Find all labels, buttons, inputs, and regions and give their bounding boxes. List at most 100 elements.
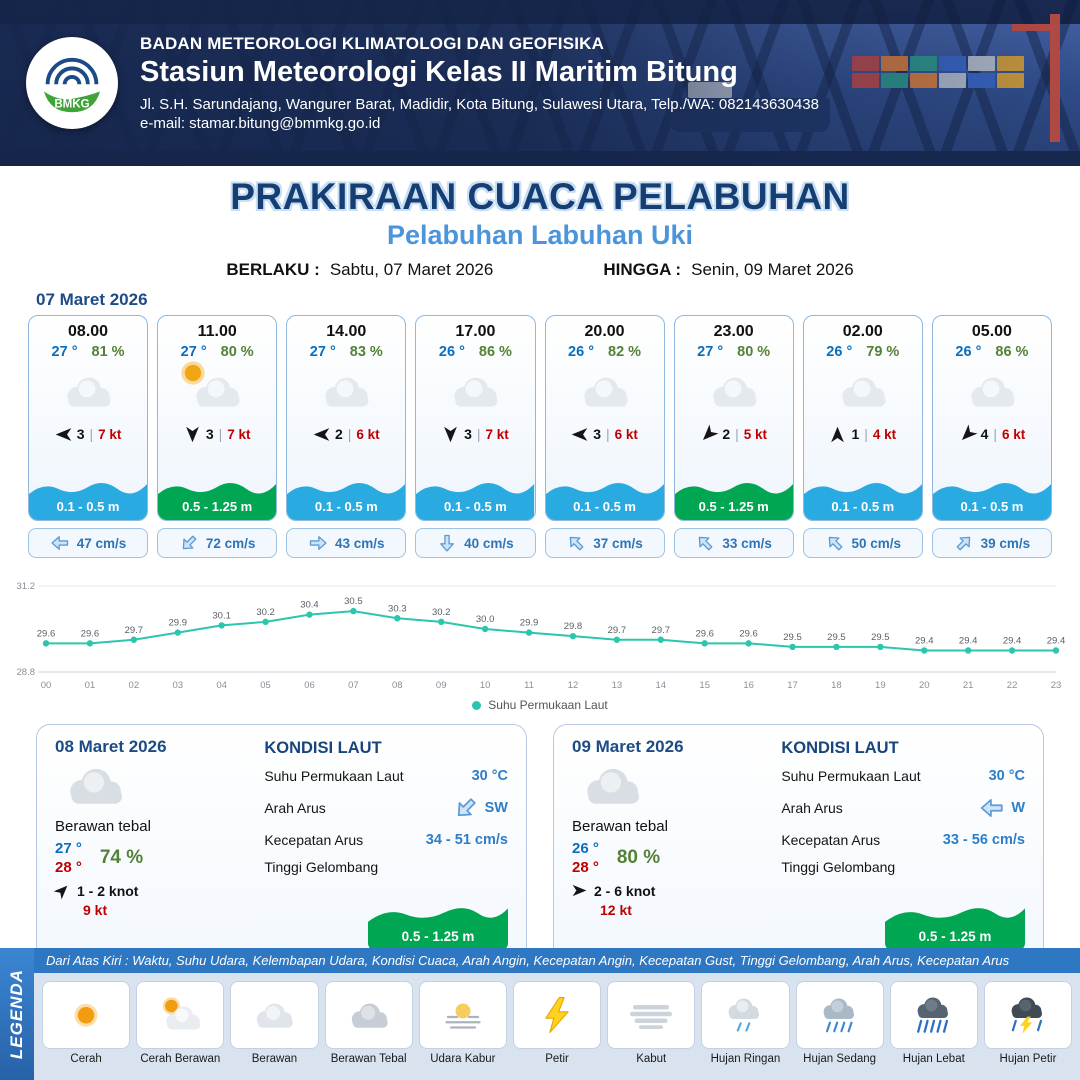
separator: | [606,426,610,442]
separator: | [347,426,352,442]
svg-text:29.7: 29.7 [652,625,671,636]
temp-min: 27 ° [55,839,82,857]
forecast-time: 05.00 [971,323,1012,340]
separator: | [476,426,481,442]
weather-icon [316,363,376,421]
svg-text:29.4: 29.4 [1047,636,1066,647]
current-direction-icon [695,533,715,553]
hourly-forecast-card: 08.00 27 ° 81 % 3 | 7 kt [28,315,149,558]
svg-text:22: 22 [1007,680,1018,691]
sea-conditions-heading: KONDISI LAUT [781,739,899,757]
station-name: Stasiun Meteorologi Kelas II Maritim Bit… [140,56,738,88]
humidity: 86 % [995,344,1029,360]
legend-item-label: Cerah [70,1053,102,1065]
svg-text:03: 03 [172,680,183,691]
current-speed: 33 cm/s [722,535,772,551]
svg-text:18: 18 [831,680,842,691]
current-info: 37 cm/s [544,528,665,558]
page-title: PRAKIRAAN CUACA PELABUHAN [230,176,850,217]
air-temperature: 26 ° [568,344,595,360]
current-direction-icon [979,795,1005,821]
wind-speed: 3 [464,426,472,442]
air-temperature: 27 ° [697,344,724,360]
hourly-forecast-row: 08.00 27 ° 81 % 3 | 7 kt [0,315,1080,558]
legend-item-label: Cerah Berawan [140,1053,221,1065]
wave-height-value: 0.5 - 1.25 m [698,499,769,514]
wave-height-value: 0.1 - 0.5 m [573,499,636,514]
forecast-time: 11.00 [197,323,237,340]
weather-condition: Berawan tebal [572,817,668,835]
current-direction-label: Arah Arus [264,800,326,816]
wave-height-badge: 0.5 - 1.25 m [885,899,1025,951]
wave-height-value: 0.1 - 0.5 m [314,499,378,514]
legend-ribbon-text: LEGENDA [7,968,26,1060]
svg-text:29.5: 29.5 [783,632,802,643]
cloud-icon [713,377,757,407]
humidity: 79 % [866,344,900,360]
wind-direction-icon [184,426,201,443]
wind-speed: 3 [205,426,214,442]
current-info: 40 cm/s [415,528,536,558]
hourly-forecast-card: 20.00 26 ° 82 % 3 | 6 kt [544,315,665,558]
humidity: 82 % [608,344,642,360]
gust-speed: 7 kt [227,426,251,442]
svg-text:02: 02 [129,680,140,691]
temp-max: 28 ° [572,858,599,876]
svg-text:29.7: 29.7 [125,625,144,636]
current-direction-icon [437,533,457,553]
current-info: 43 cm/s [286,528,407,558]
gust-speed: 6 kt [356,426,380,442]
rain-light-icon [701,981,790,1049]
legend-item-label: Berawan [251,1053,298,1065]
wind-speed: 2 [334,426,343,442]
wave-height-band: 0.1 - 0.5 m [416,474,535,520]
svg-text:20: 20 [919,680,930,691]
legend-item: Berawan Tebal [324,981,413,1074]
wind-direction-icon [53,883,70,900]
current-info: 47 cm/s [28,528,149,558]
valid-from-label: BERLAKU : [226,260,320,279]
current-speed: 39 cm/s [980,535,1031,551]
legend-item-label: Hujan Lebat [902,1053,965,1065]
weather-icon [962,363,1022,421]
wind-direction-icon [572,883,587,898]
weather-icon [58,363,118,421]
wind-range: 1 - 2 knot [77,882,139,899]
svg-text:10: 10 [480,680,491,691]
svg-text:21: 21 [963,680,974,691]
legend-item-label: Udara Kabur [430,1053,496,1065]
legend-item-label: Kabut [636,1053,667,1065]
current-info: 50 cm/s [802,528,923,558]
svg-text:06: 06 [304,680,315,691]
sea-conditions-heading: KONDISI LAUT [264,739,382,757]
legend-item-label: Petir [545,1053,569,1065]
current-speed: 72 cm/s [205,535,256,551]
gust-speed: 6 kt [614,426,638,442]
wave-height-band: 0.1 - 0.5 m [932,474,1051,520]
forecast-time: 14.00 [326,323,367,340]
wind-info: 3 | 7 kt [55,422,121,446]
chart-legend-label: Suhu Permukaan Laut [488,698,608,712]
wave-height-value: 0.5 - 1.25 m [401,929,475,944]
separator: | [735,426,739,442]
wind-speed: 3 [76,426,85,442]
svg-text:13: 13 [612,680,623,691]
humidity: 80 % [737,344,771,360]
header-shade [0,0,1080,166]
current-speed: 37 cm/s [593,535,643,551]
day-date: 09 Maret 2026 [572,737,684,756]
svg-text:29.6: 29.6 [81,628,100,639]
current-direction-icon [954,533,974,553]
gust-speed: 4 kt [872,426,897,442]
wave-height-band: 0.5 - 1.25 m [158,474,277,520]
bmkg-logo: BMKG [26,37,118,129]
air-temperature: 26 ° [438,344,465,360]
air-temperature: 26 ° [955,344,982,360]
svg-text:30.2: 30.2 [432,607,451,618]
legend-item: Hujan Lebat [889,981,978,1074]
svg-text:29.8: 29.8 [564,621,583,632]
fog-icon [607,981,696,1049]
wind-direction-icon [442,426,459,443]
header: BMKG BADAN METEOROLOGI KLIMATOLOGI DAN G… [0,0,1080,166]
wind-info: 1 | 4 kt [829,422,896,446]
